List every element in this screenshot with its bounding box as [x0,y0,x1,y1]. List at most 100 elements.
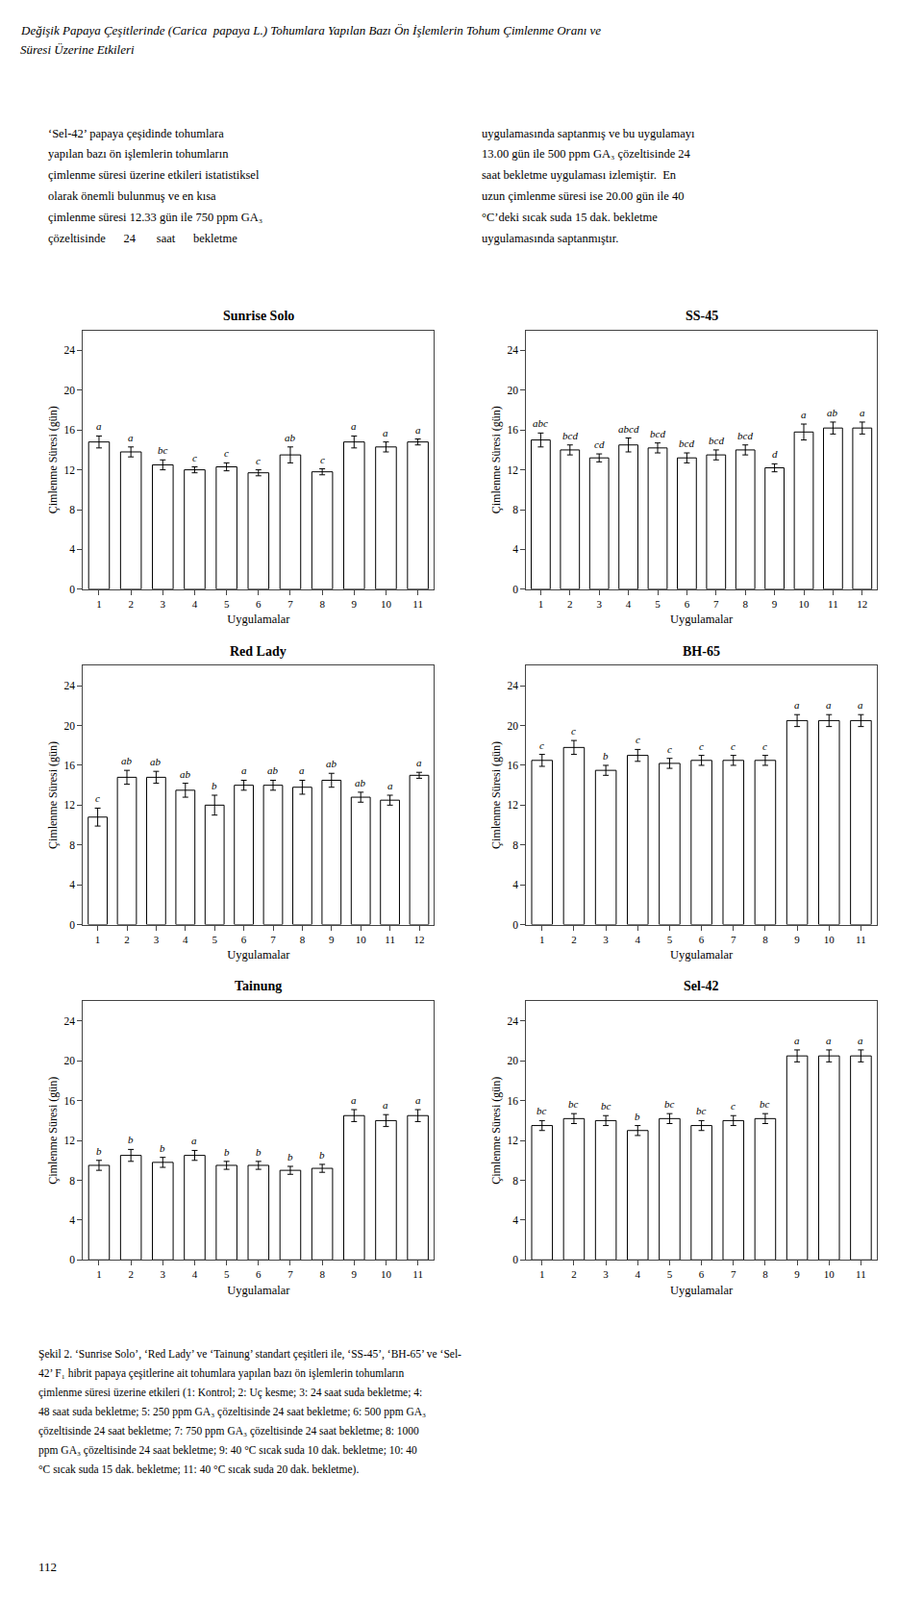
svg-text:9: 9 [772,598,778,610]
svg-text:4: 4 [182,933,189,946]
svg-text:0: 0 [69,583,75,596]
svg-text:b: b [634,1110,641,1123]
svg-text:0: 0 [512,583,519,596]
svg-text:1: 1 [538,598,545,610]
svg-text:10: 10 [355,933,368,946]
svg-text:2: 2 [127,1268,134,1280]
svg-text:12: 12 [856,598,868,610]
svg-text:BH-65: BH-65 [682,644,721,659]
svg-text:bcd: bcd [678,437,695,450]
svg-text:9: 9 [794,933,800,946]
svg-text:3: 3 [160,598,167,610]
svg-text:4: 4 [192,598,199,610]
svg-text:11: 11 [412,1268,424,1280]
svg-text:2: 2 [567,598,574,610]
svg-text:42’ F₁ hibrit papaya çeşitleri: 42’ F₁ hibrit papaya çeşitlerine ait toh… [38,1367,405,1380]
svg-text:8: 8 [69,503,75,516]
svg-text:4: 4 [635,1268,642,1280]
svg-text:1: 1 [96,598,102,610]
svg-text:4: 4 [69,1214,75,1226]
svg-text:3: 3 [153,933,160,946]
svg-text:bc: bc [664,1097,675,1110]
svg-text:c: c [95,792,100,804]
svg-text:8: 8 [762,1268,769,1280]
svg-text:a: a [825,698,832,711]
svg-text:12: 12 [506,464,519,476]
svg-text:c: c [730,740,736,752]
svg-text:a: a [859,406,866,419]
svg-text:c: c [698,740,704,752]
svg-text:13.00 gün ile 500 ppm GA₃ çöze: 13.00 gün ile 500 ppm GA₃ çözeltisinde 2… [481,147,692,161]
svg-text:a: a [857,1034,864,1047]
svg-text:8: 8 [742,598,749,610]
svg-text:ab: ab [325,757,338,770]
svg-text:11: 11 [827,598,839,610]
svg-text:Red Lady: Red Lady [229,644,287,659]
svg-text:20: 20 [64,384,76,397]
svg-text:6: 6 [684,598,691,610]
svg-text:ab: ab [149,755,162,768]
svg-text:bcd: bcd [708,434,724,447]
svg-text:b: b [127,1133,134,1146]
svg-text:1: 1 [96,1268,102,1280]
svg-text:Şekil 2. ‘Sunrise Solo’, ‘Red: Şekil 2. ‘Sunrise Solo’, ‘Red Lady’ ve ‘… [38,1347,462,1361]
svg-text:7: 7 [730,933,737,946]
svg-text:b: b [96,1145,102,1157]
svg-text:a: a [299,764,305,776]
svg-text:Uygulamalar: Uygulamalar [226,612,291,626]
svg-text:abc: abc [532,417,549,429]
svg-text:a: a [127,431,134,444]
svg-text:‘Sel-42’ papaya çeşidinde tohu: ‘Sel-42’ papaya çeşidinde tohumlara [48,126,225,141]
svg-text:6: 6 [241,933,248,946]
svg-text:a: a [350,1094,357,1106]
svg-text:4: 4 [69,878,75,891]
svg-text:4: 4 [512,878,519,891]
svg-text:a: a [382,426,389,439]
svg-text:8: 8 [319,598,325,610]
svg-text:b: b [224,1146,230,1158]
svg-text:5: 5 [211,933,218,946]
svg-text:a: a [387,779,394,792]
svg-text:12: 12 [64,798,76,811]
svg-text:a: a [382,1098,389,1111]
svg-text:10: 10 [823,1268,836,1280]
svg-text:16: 16 [506,1095,519,1107]
svg-text:20: 20 [506,384,519,397]
svg-text:c: c [667,743,673,755]
svg-text:Uygulamalar: Uygulamalar [670,1283,734,1298]
svg-text:4: 4 [69,543,75,555]
svg-text:24: 24 [506,344,519,356]
svg-text:c: c [730,1099,736,1112]
svg-text:6: 6 [698,1268,705,1280]
svg-text:a: a [857,698,864,711]
svg-text:24: 24 [64,344,76,356]
svg-text:10: 10 [380,1268,393,1280]
svg-text:10: 10 [798,598,811,610]
svg-text:ab: ab [354,776,367,789]
svg-text:bc: bc [600,1099,612,1112]
svg-text:48 saat suda bekletme; 5: 250: 48 saat suda bekletme; 5: 250 ppm GA₃ çö… [38,1405,426,1419]
svg-text:c: c [192,451,198,464]
svg-text:a: a [415,1094,422,1106]
svg-text:9: 9 [328,933,335,946]
svg-text:5: 5 [224,598,230,610]
svg-text:Çimlenme Süresi (gün): Çimlenme Süresi (gün) [489,405,503,514]
svg-text:8: 8 [319,1268,325,1280]
svg-text:ppm GA₃ çözeltisinde 24 saat b: ppm GA₃ çözeltisinde 24 saat bekletme; 9… [38,1444,418,1457]
svg-text:c: c [255,454,261,467]
svg-text:16: 16 [506,759,519,772]
svg-text:olarak önemli bulunmuş ve en k: olarak önemli bulunmuş ve en kısa [48,189,217,203]
svg-text:SS-45: SS-45 [685,308,719,324]
svg-text:a: a [794,1034,800,1047]
svg-text:°C’deki sıcak suda 15 dak. bek: °C’deki sıcak suda 15 dak. bekletme [481,210,658,225]
svg-text:b: b [159,1142,166,1154]
svg-text:Çimlenme Süresi (gün): Çimlenme Süresi (gün) [489,1076,503,1185]
svg-text:Uygulamalar: Uygulamalar [226,947,291,962]
svg-text:Uygulamalar: Uygulamalar [226,1283,291,1298]
svg-text:Sunrise Solo: Sunrise Solo [223,308,295,324]
svg-text:Değişik Papaya Çeşitlerinde (C: Değişik Papaya Çeşitlerinde (Carica papa… [20,23,601,38]
svg-text:a: a [415,424,422,436]
svg-text:20: 20 [506,1054,519,1067]
svg-text:7: 7 [270,933,276,946]
svg-text:5: 5 [667,1268,674,1280]
